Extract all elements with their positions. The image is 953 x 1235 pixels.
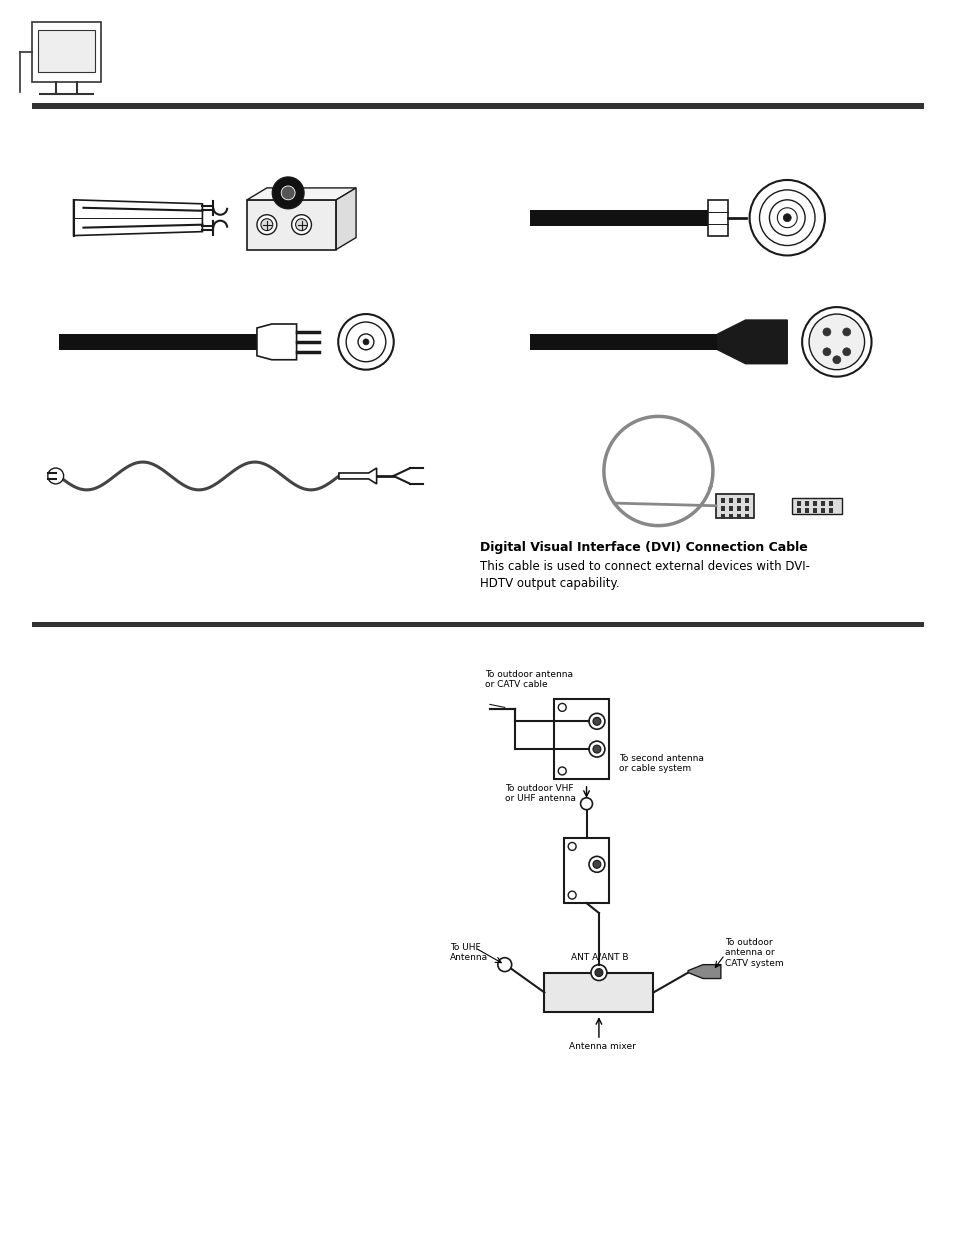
Circle shape xyxy=(558,704,566,711)
Circle shape xyxy=(749,180,824,256)
Bar xyxy=(797,501,801,506)
Bar xyxy=(736,498,740,503)
Text: ANT A/ANT B: ANT A/ANT B xyxy=(571,952,628,962)
Bar xyxy=(247,200,335,249)
Bar xyxy=(707,200,727,236)
Bar xyxy=(720,514,724,519)
Bar xyxy=(728,506,732,511)
Circle shape xyxy=(588,714,604,729)
Circle shape xyxy=(292,215,311,235)
Polygon shape xyxy=(687,965,720,978)
Bar xyxy=(812,501,816,506)
Circle shape xyxy=(593,745,600,753)
Circle shape xyxy=(346,322,385,362)
Bar xyxy=(828,501,832,506)
Bar xyxy=(744,514,748,519)
Circle shape xyxy=(281,186,294,200)
Circle shape xyxy=(801,308,871,377)
Circle shape xyxy=(256,215,276,235)
Circle shape xyxy=(782,214,790,222)
Circle shape xyxy=(588,741,604,757)
Circle shape xyxy=(759,190,814,246)
Bar xyxy=(720,506,724,511)
Text: Digital Visual Interface (DVI) Connection Cable: Digital Visual Interface (DVI) Connectio… xyxy=(479,541,807,553)
Circle shape xyxy=(558,767,566,774)
Bar xyxy=(728,514,732,519)
Bar xyxy=(715,494,753,517)
Polygon shape xyxy=(247,188,355,200)
Bar xyxy=(720,498,724,503)
Circle shape xyxy=(363,338,369,345)
Text: Antenna mixer: Antenna mixer xyxy=(569,1042,636,1051)
Polygon shape xyxy=(338,468,376,484)
Circle shape xyxy=(590,965,606,981)
Circle shape xyxy=(568,842,576,851)
Circle shape xyxy=(272,177,304,209)
Bar xyxy=(59,333,256,350)
Circle shape xyxy=(338,314,394,369)
Circle shape xyxy=(822,329,830,336)
Polygon shape xyxy=(717,320,786,364)
Circle shape xyxy=(588,856,604,872)
Circle shape xyxy=(357,333,374,350)
Circle shape xyxy=(841,348,850,356)
Circle shape xyxy=(841,329,850,336)
Bar xyxy=(529,210,707,226)
Text: This cable is used to connect external devices with DVI-
HDTV output capability.: This cable is used to connect external d… xyxy=(479,561,809,590)
Circle shape xyxy=(777,207,797,227)
Polygon shape xyxy=(256,324,296,359)
Circle shape xyxy=(48,468,64,484)
Text: To second antenna
or cable system: To second antenna or cable system xyxy=(618,755,703,773)
Bar xyxy=(728,498,732,503)
Bar xyxy=(821,501,824,506)
Bar xyxy=(736,506,740,511)
Bar xyxy=(828,508,832,513)
Bar xyxy=(821,508,824,513)
Bar xyxy=(31,622,923,627)
Polygon shape xyxy=(73,200,202,236)
Bar xyxy=(791,498,841,514)
Circle shape xyxy=(568,892,576,899)
Circle shape xyxy=(260,219,273,231)
Circle shape xyxy=(295,219,307,231)
Text: To outdoor
antenna or
CATV system: To outdoor antenna or CATV system xyxy=(724,937,782,968)
Bar xyxy=(31,22,101,82)
Bar xyxy=(736,514,740,519)
Bar xyxy=(529,333,717,350)
Bar xyxy=(812,508,816,513)
Circle shape xyxy=(769,200,804,236)
Polygon shape xyxy=(335,188,355,249)
Circle shape xyxy=(497,957,511,972)
Text: To outdoor antenna
or CATV cable: To outdoor antenna or CATV cable xyxy=(484,669,573,689)
Bar xyxy=(563,839,608,903)
Circle shape xyxy=(822,348,830,356)
Circle shape xyxy=(593,861,600,868)
Bar xyxy=(744,506,748,511)
Text: To UHF
Antenna: To UHF Antenna xyxy=(450,942,488,962)
Circle shape xyxy=(808,314,863,369)
Bar xyxy=(554,699,608,779)
Bar xyxy=(31,104,923,110)
Circle shape xyxy=(832,356,840,364)
Circle shape xyxy=(580,798,592,810)
Bar xyxy=(744,498,748,503)
Polygon shape xyxy=(544,973,653,1013)
Bar xyxy=(38,30,95,72)
Circle shape xyxy=(595,968,602,977)
Text: To outdoor VHF
or UHF antenna: To outdoor VHF or UHF antenna xyxy=(504,784,575,803)
Bar xyxy=(804,508,808,513)
Bar xyxy=(804,501,808,506)
Bar xyxy=(797,508,801,513)
Circle shape xyxy=(593,718,600,725)
